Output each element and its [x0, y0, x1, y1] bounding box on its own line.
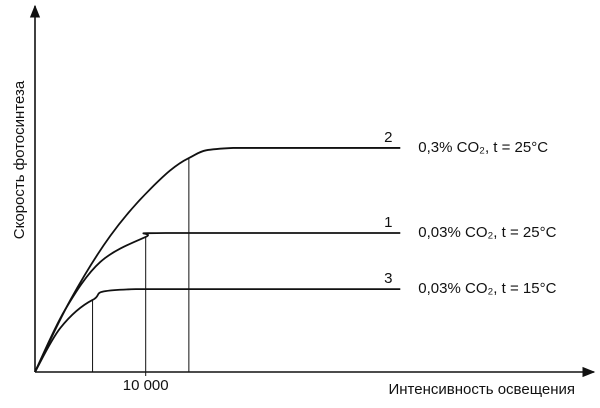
- curve-number: 1: [384, 214, 392, 231]
- x-tick-label: 10 000: [123, 377, 169, 394]
- curve-number: 3: [384, 270, 392, 287]
- x-axis-title: Интенсивность освещения: [388, 381, 575, 398]
- legend-entry: 0,03% CO₂, t = 15°C: [418, 280, 556, 297]
- y-axis-title: Скорость фотосинтеза: [11, 80, 28, 239]
- legend-entry: 0,3% CO₂, t = 25°C: [418, 139, 548, 156]
- legend-entry: 0,03% CO₂, t = 25°C: [418, 224, 556, 241]
- curve: [34, 288, 401, 373]
- curve: [34, 147, 401, 373]
- curve-number: 2: [384, 129, 392, 146]
